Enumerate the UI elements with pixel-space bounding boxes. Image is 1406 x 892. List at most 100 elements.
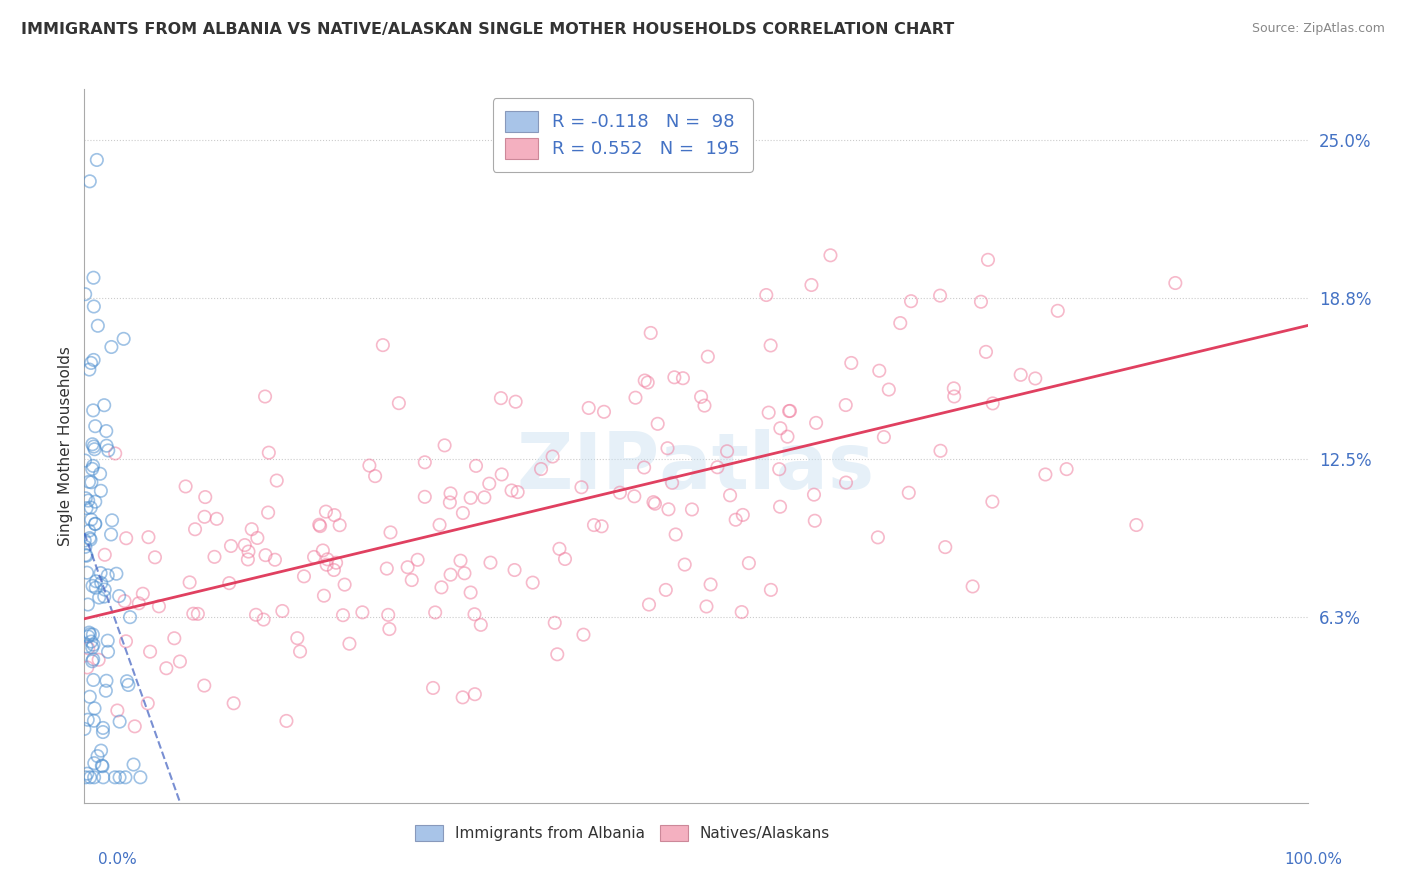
Point: [104, 770, 127, 784]
Point: [73, 533, 96, 548]
Point: [465, 458, 488, 473]
Point: [554, 552, 576, 566]
Point: [76, 660, 98, 674]
Point: [94, 548, 117, 562]
Text: 0.0%: 0.0%: [98, 852, 138, 867]
Point: [132, 587, 155, 601]
Point: [470, 617, 492, 632]
Point: [82, 579, 104, 593]
Point: [769, 421, 792, 435]
Point: [706, 460, 728, 475]
Point: [245, 607, 267, 622]
Point: [530, 462, 553, 476]
Point: [803, 488, 825, 502]
Point: [205, 512, 228, 526]
Point: [839, 356, 862, 370]
Point: [84, 494, 107, 508]
Point: [439, 486, 461, 500]
Point: [302, 549, 325, 564]
Point: [73, 722, 96, 736]
Point: [900, 294, 922, 309]
Point: [804, 416, 827, 430]
Point: [332, 608, 354, 623]
Point: [673, 558, 696, 572]
Point: [87, 318, 110, 333]
Point: [82, 462, 104, 476]
Point: [738, 556, 761, 570]
Point: [236, 552, 259, 566]
Point: [80, 513, 103, 527]
Point: [285, 631, 308, 645]
Point: [117, 678, 139, 692]
Point: [897, 485, 920, 500]
Point: [624, 391, 647, 405]
Point: [439, 567, 461, 582]
Point: [868, 364, 890, 378]
Point: [323, 508, 346, 522]
Point: [82, 654, 104, 668]
Point: [690, 390, 713, 404]
Point: [93, 582, 115, 597]
Point: [541, 450, 564, 464]
Point: [623, 489, 645, 503]
Point: [104, 446, 127, 460]
Point: [693, 399, 716, 413]
Point: [90, 758, 112, 772]
Point: [94, 683, 117, 698]
Point: [136, 697, 159, 711]
Point: [77, 641, 100, 656]
Point: [76, 713, 98, 727]
Point: [163, 632, 186, 646]
Point: [114, 594, 136, 608]
Point: [96, 673, 118, 688]
Point: [75, 501, 97, 516]
Point: [75, 770, 97, 784]
Point: [222, 696, 245, 710]
Point: [97, 443, 120, 458]
Point: [75, 491, 97, 506]
Point: [329, 518, 352, 533]
Point: [83, 770, 105, 784]
Point: [254, 548, 277, 562]
Point: [84, 516, 107, 531]
Point: [378, 622, 401, 636]
Point: [768, 462, 790, 476]
Point: [835, 475, 858, 490]
Point: [105, 566, 128, 581]
Point: [503, 563, 526, 577]
Point: [491, 467, 513, 482]
Point: [77, 630, 100, 644]
Point: [647, 417, 669, 431]
Point: [75, 287, 97, 301]
Point: [413, 490, 436, 504]
Point: [257, 506, 280, 520]
Point: [84, 574, 107, 589]
Point: [238, 544, 260, 558]
Point: [377, 607, 399, 622]
Point: [90, 576, 112, 591]
Point: [108, 589, 131, 603]
Point: [637, 376, 659, 390]
Point: [371, 338, 394, 352]
Point: [118, 610, 141, 624]
Point: [755, 288, 778, 302]
Point: [77, 598, 100, 612]
Point: [184, 522, 207, 536]
Point: [87, 653, 110, 667]
Point: [804, 514, 827, 528]
Point: [450, 554, 472, 568]
Point: [266, 474, 288, 488]
Legend: Immigrants from Albania, Natives/Alaskans: Immigrants from Albania, Natives/Alaskan…: [408, 817, 838, 848]
Point: [460, 585, 482, 599]
Point: [359, 458, 381, 473]
Point: [83, 440, 105, 454]
Point: [644, 497, 666, 511]
Point: [91, 770, 114, 784]
Point: [977, 252, 1000, 267]
Point: [877, 383, 900, 397]
Point: [91, 759, 114, 773]
Point: [1035, 467, 1057, 482]
Point: [75, 540, 97, 554]
Point: [82, 640, 104, 655]
Point: [309, 519, 332, 533]
